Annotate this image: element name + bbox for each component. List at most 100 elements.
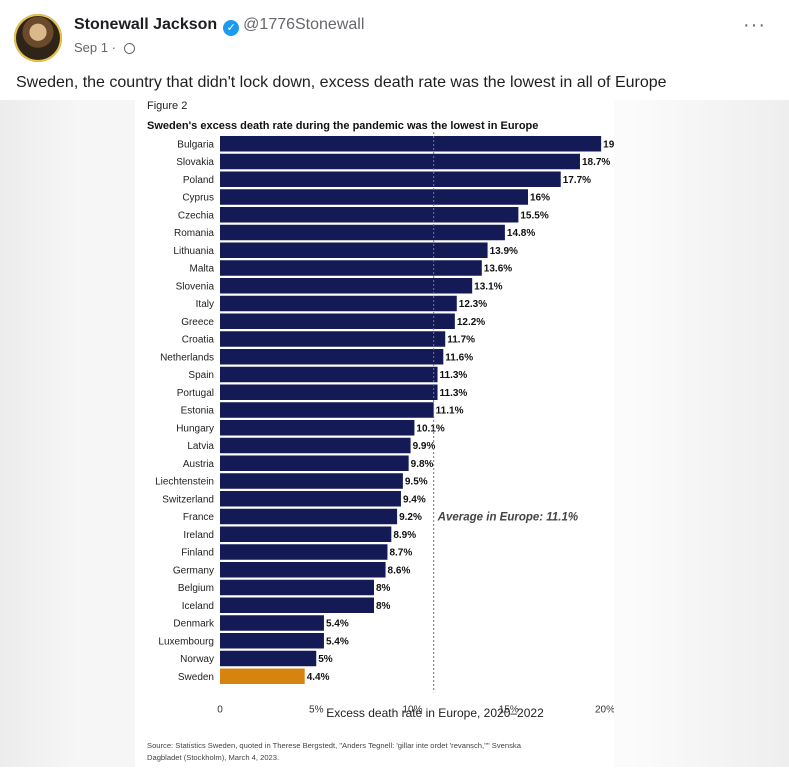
value-label-greece: 12.2% — [457, 317, 485, 328]
category-label-greece: Greece — [181, 317, 214, 328]
bar-finland — [220, 544, 388, 560]
value-label-iceland: 8% — [376, 601, 391, 612]
x-tick-label-15: 15% — [499, 704, 519, 715]
value-label-czechia: 15.5% — [520, 210, 548, 221]
value-label-france: 9.2% — [399, 512, 422, 523]
bar-belgium — [220, 579, 374, 596]
category-label-germany: Germany — [173, 565, 214, 576]
avatar[interactable] — [14, 14, 62, 62]
bar-czechia — [220, 207, 519, 223]
meta-separator: · — [111, 40, 116, 55]
value-label-sweden: 4.4% — [307, 672, 330, 683]
category-label-luxembourg: Luxembourg — [158, 636, 214, 647]
value-label-poland: 17.7% — [563, 175, 591, 186]
post-date[interactable]: Sep 1 — [74, 40, 108, 55]
category-label-czechia: Czechia — [178, 210, 215, 221]
bar-switzerland — [220, 491, 401, 507]
bar-croatia — [220, 331, 446, 347]
average-label: Average in Europe: 11.1% — [437, 512, 578, 524]
value-label-austria: 9.8% — [411, 459, 434, 470]
category-label-malta: Malta — [190, 264, 215, 275]
value-label-slovenia: 13.1% — [474, 281, 502, 292]
bar-spain — [220, 366, 438, 383]
author-handle[interactable]: @1776Stonewall — [243, 16, 365, 33]
post-image[interactable]: Figure 2 Sweden's excess death rate duri… — [0, 100, 789, 767]
bar-portugal — [220, 384, 438, 400]
category-label-belgium: Belgium — [178, 583, 214, 594]
category-label-croatia: Croatia — [182, 335, 215, 346]
value-label-finland: 8.7% — [389, 548, 412, 559]
bar-cyprus — [220, 189, 528, 205]
category-label-netherlands: Netherlands — [160, 352, 214, 363]
value-label-malta: 13.6% — [484, 264, 512, 275]
category-label-hungary: Hungary — [176, 423, 214, 434]
value-label-bulgaria: 19.8% — [603, 139, 614, 150]
bar-luxembourg — [220, 633, 324, 649]
value-label-estonia: 11.1% — [436, 406, 464, 417]
bar-liechtenstein — [220, 473, 403, 489]
bar-greece — [220, 313, 455, 329]
chart-title: Sweden's excess death rate during the pa… — [147, 120, 538, 132]
category-label-norway: Norway — [180, 654, 214, 665]
category-label-cyprus: Cyprus — [182, 193, 214, 204]
more-options-button[interactable]: ··· — [743, 14, 766, 36]
value-label-romania: 14.8% — [507, 228, 535, 239]
author-line: Stonewall Jackson ✓ @1776Stonewall — [74, 16, 364, 36]
source-line-1: Source: Statistics Sweden, quoted in The… — [147, 741, 522, 750]
verified-badge-icon: ✓ — [223, 20, 240, 36]
category-label-bulgaria: Bulgaria — [177, 139, 214, 150]
category-label-ireland: Ireland — [183, 530, 214, 541]
value-label-cyprus: 16% — [530, 193, 550, 204]
value-label-liechtenstein: 9.5% — [405, 477, 428, 488]
globe-icon — [123, 43, 135, 54]
x-tick-label-0: 0 — [217, 704, 223, 715]
value-label-denmark: 5.4% — [326, 619, 349, 630]
bar-norway — [220, 650, 317, 667]
value-label-spain: 11.3% — [440, 370, 468, 381]
figure-label: Figure 2 — [147, 100, 187, 112]
value-label-italy: 12.3% — [459, 299, 487, 310]
bar-italy — [220, 295, 457, 312]
value-label-lithuania: 13.9% — [490, 246, 518, 257]
value-label-slovakia: 18.7% — [582, 157, 610, 168]
bar-ireland — [220, 526, 392, 542]
source-line-2: Dagbladet (Stockholm), March 4, 2023. — [147, 753, 279, 762]
category-label-italy: Italy — [196, 299, 214, 310]
bar-hungary — [220, 420, 415, 436]
value-label-portugal: 11.3% — [440, 388, 468, 399]
x-axis-label: Excess death rate in Europe, 2020–2022 — [326, 706, 544, 720]
x-tick-label-5: 5% — [309, 704, 324, 715]
category-label-denmark: Denmark — [173, 619, 215, 630]
x-tick-label-20: 20% — [595, 704, 614, 715]
value-label-switzerland: 9.4% — [403, 494, 426, 505]
category-label-liechtenstein: Liechtenstein — [155, 477, 214, 488]
bar-austria — [220, 455, 409, 471]
value-label-croatia: 11.7% — [447, 335, 475, 346]
category-label-iceland: Iceland — [182, 601, 214, 612]
category-label-lithuania: Lithuania — [173, 246, 214, 257]
category-label-estonia: Estonia — [181, 406, 215, 417]
value-label-germany: 8.6% — [388, 565, 411, 576]
bar-slovenia — [220, 278, 473, 294]
bar-estonia — [220, 402, 434, 418]
bar-romania — [220, 224, 505, 241]
value-label-belgium: 8% — [376, 583, 391, 594]
bar-france — [220, 508, 398, 525]
author-name[interactable]: Stonewall Jackson — [74, 16, 218, 33]
bar-poland — [220, 171, 561, 187]
value-label-hungary: 10.1% — [416, 423, 444, 434]
value-label-norway: 5% — [318, 654, 333, 665]
bar-lithuania — [220, 242, 488, 258]
category-label-poland: Poland — [183, 175, 214, 186]
bar-germany — [220, 562, 386, 578]
x-tick-label-10: 10% — [402, 704, 422, 715]
post-text: Sweden, the country that didn't lock dow… — [16, 74, 667, 91]
value-label-netherlands: 11.6% — [445, 352, 473, 363]
category-label-austria: Austria — [183, 459, 215, 470]
category-label-finland: Finland — [181, 548, 214, 559]
figure-card: Figure 2 Sweden's excess death rate duri… — [135, 100, 632, 767]
excess-death-chart: Figure 2 Sweden's excess death rate duri… — [147, 100, 632, 762]
bar-sweden — [220, 668, 305, 684]
bar-slovakia — [220, 153, 580, 170]
category-label-slovenia: Slovenia — [176, 281, 215, 292]
